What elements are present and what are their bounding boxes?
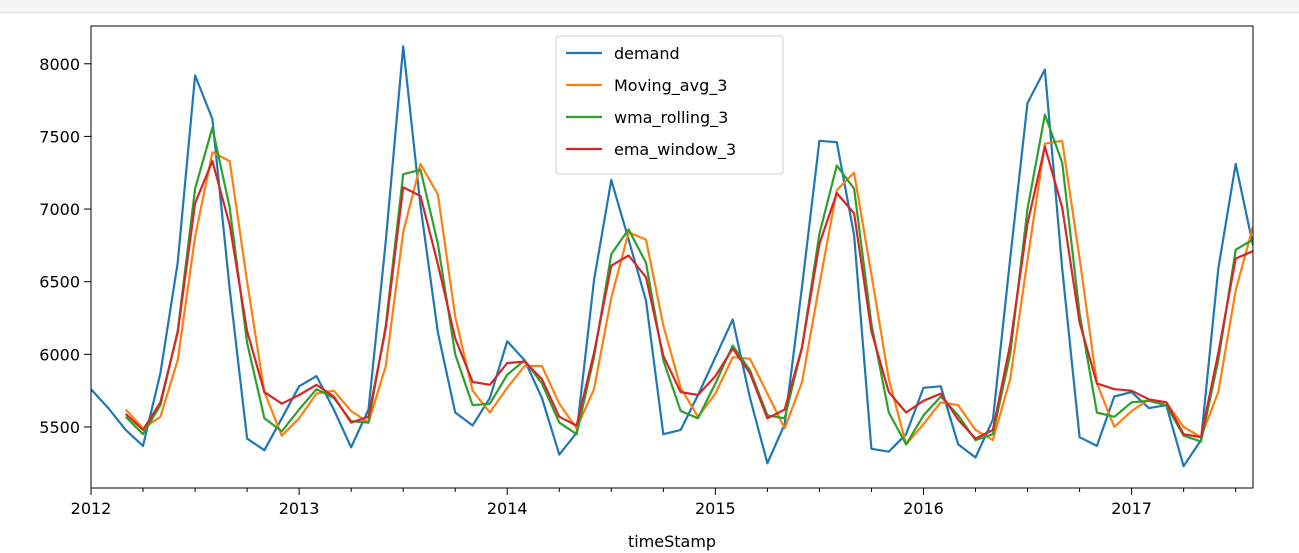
y-tick-label: 5500 [39, 418, 80, 437]
series-line-moving-avg-3 [124, 139, 1253, 446]
x-axis-label: timeStamp [628, 532, 716, 551]
x-tick-label: 2013 [279, 499, 320, 518]
series-line-ema-window-3 [124, 145, 1253, 440]
y-axis: 5500 6000 6500 7000 7500 8000 [39, 55, 91, 437]
y-tick-label: 8000 [39, 55, 80, 74]
x-tick-label: 2017 [1111, 499, 1152, 518]
x-axis: 2012 2013 2014 2015 2016 2017 [71, 488, 1237, 518]
x-tick-label: 2014 [487, 499, 528, 518]
y-tick-label: 7000 [39, 200, 80, 219]
x-tick-label: 2012 [71, 499, 112, 518]
notebook-output-top-border [0, 0, 1299, 13]
legend-label: demand [614, 44, 680, 63]
x-tick-label: 2016 [903, 499, 944, 518]
y-tick-label: 7500 [39, 127, 80, 146]
legend-box [555, 35, 784, 175]
x-tick-label: 2015 [695, 499, 736, 518]
series-line-demand [91, 45, 1253, 468]
legend-label: Moving_avg_3 [614, 76, 727, 96]
y-tick-label: 6500 [39, 273, 80, 292]
legend: demand Moving_avg_3 wma_rolling_3 ema_windo… [555, 35, 784, 175]
legend-label: ema_window_3 [614, 140, 736, 160]
y-tick-label: 6000 [39, 345, 80, 364]
series-layer [91, 45, 1253, 468]
plot-frame [90, 25, 1254, 489]
series-line-wma-rolling-3 [124, 113, 1253, 446]
legend-label: wma_rolling_3 [614, 108, 728, 128]
